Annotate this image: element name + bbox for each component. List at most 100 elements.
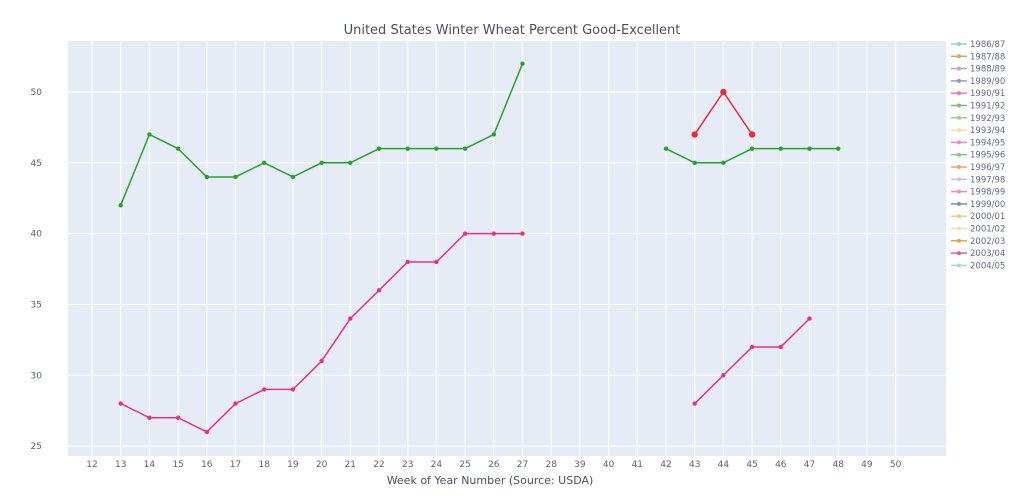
legend-item[interactable]: 1992/93 — [951, 114, 1005, 124]
x-tick-labels: 12 13 14 15 16 17 18 19 20 21 22 23 24 25 26 27 28 39 40 41… — [86, 460, 901, 470]
x-tick-label: 23 — [402, 460, 413, 470]
data-point[interactable] — [319, 160, 324, 166]
legend-item[interactable]: 1999/00 — [951, 200, 1005, 210]
plot-background — [68, 41, 946, 456]
x-tick-label: 40 — [603, 460, 615, 470]
data-point[interactable] — [778, 146, 783, 151]
data-point[interactable] — [520, 61, 525, 66]
legend-swatch-marker — [957, 189, 961, 194]
data-point[interactable] — [807, 316, 812, 321]
data-point[interactable] — [491, 231, 496, 236]
x-tick-label: 26 — [488, 460, 500, 470]
data-point[interactable] — [175, 146, 181, 151]
data-point[interactable] — [118, 203, 123, 208]
data-point[interactable] — [491, 132, 496, 137]
legend-swatch-marker — [957, 201, 961, 206]
legend-label: 1992/93 — [970, 114, 1005, 124]
data-point[interactable] — [721, 160, 726, 166]
legend-item[interactable]: 2001/02 — [951, 225, 1005, 235]
x-tick-label: 39 — [574, 460, 586, 470]
data-point[interactable] — [663, 146, 669, 151]
legend-swatch-marker — [957, 165, 961, 169]
x-tick-label: 21 — [345, 460, 356, 470]
x-tick-label: 17 — [230, 460, 241, 470]
legend-item[interactable]: 1986/87 — [951, 40, 1005, 50]
y-tick-label: 35 — [31, 300, 42, 310]
data-point[interactable] — [118, 401, 123, 406]
legend-item[interactable]: 1998/99 — [951, 188, 1005, 198]
legend-label: 1999/00 — [970, 200, 1005, 210]
data-point[interactable] — [749, 146, 755, 151]
series-1 — [118, 61, 841, 208]
legend-label: 1989/90 — [970, 77, 1005, 87]
data-point[interactable] — [233, 401, 238, 406]
legend-item[interactable]: 2000/01 — [951, 212, 1005, 222]
data-point[interactable] — [233, 174, 238, 180]
legend-label: 1991/92 — [970, 102, 1005, 112]
legend-item[interactable]: 1991/92 — [951, 102, 1005, 112]
data-point[interactable] — [691, 131, 698, 138]
legend-label: 2004/05 — [970, 261, 1005, 271]
x-axis-title: Week of Year Number (Source: USDA) — [387, 474, 594, 487]
legend-item[interactable]: 1989/90 — [951, 77, 1005, 87]
data-point[interactable] — [319, 358, 324, 364]
legend-item[interactable]: 1990/91 — [951, 89, 1005, 99]
data-point[interactable] — [376, 146, 382, 151]
data-point[interactable] — [836, 146, 841, 151]
data-point[interactable] — [462, 231, 468, 236]
data-point[interactable] — [434, 259, 439, 265]
data-point[interactable] — [807, 146, 812, 151]
legend-swatch-marker — [957, 128, 961, 133]
data-point[interactable] — [749, 344, 755, 350]
legend-item[interactable]: 1996/97 — [951, 163, 1005, 173]
data-point[interactable] — [405, 259, 410, 265]
legend-item[interactable]: 1987/88 — [951, 52, 1005, 62]
data-point[interactable] — [462, 146, 468, 151]
legend-item[interactable]: 2003/04 — [951, 249, 1005, 259]
legend-label: 1990/91 — [970, 89, 1005, 99]
series-2 — [118, 231, 812, 435]
data-point[interactable] — [348, 316, 353, 321]
data-point[interactable] — [721, 373, 726, 378]
legend-label: 2002/03 — [970, 237, 1005, 247]
legend-item[interactable]: 1995/96 — [951, 151, 1005, 161]
data-point[interactable] — [147, 132, 152, 137]
data-point[interactable] — [175, 415, 181, 420]
legend-label: 1997/98 — [970, 175, 1005, 185]
x-tick-label: 41 — [632, 460, 643, 470]
x-tick-label: 24 — [431, 460, 443, 470]
data-point[interactable] — [204, 174, 209, 180]
data-point[interactable] — [348, 160, 353, 166]
legend-swatch-marker — [957, 214, 961, 219]
legend-item[interactable]: 1997/98 — [951, 175, 1005, 185]
data-point[interactable] — [290, 387, 296, 392]
x-tick-label: 42 — [660, 460, 671, 470]
data-point[interactable] — [147, 415, 152, 420]
x-tick-label: 12 — [86, 460, 97, 470]
y-tick-label: 25 — [31, 442, 42, 452]
legend-item[interactable]: 2002/03 — [951, 237, 1005, 247]
data-point[interactable] — [376, 288, 382, 293]
data-point[interactable] — [692, 401, 697, 406]
data-point[interactable] — [434, 146, 439, 151]
legend[interactable]: 1986/87 1987/88 1988/89 1989/90 1990/91 1991/… — [951, 40, 1005, 271]
data-point[interactable] — [778, 344, 783, 350]
legend-item[interactable]: 1988/89 — [951, 65, 1005, 75]
data-point[interactable] — [720, 88, 727, 96]
x-tick-label: 18 — [258, 460, 270, 470]
legend-item[interactable]: 2004/05 — [951, 261, 1005, 271]
data-point[interactable] — [405, 146, 410, 151]
y-tick-label: 45 — [31, 159, 42, 169]
x-tick-label: 27 — [517, 460, 528, 470]
legend-label: 2003/04 — [970, 249, 1005, 259]
data-point[interactable] — [692, 160, 697, 166]
legend-item[interactable]: 1994/95 — [951, 138, 1005, 148]
data-point[interactable] — [262, 160, 267, 166]
data-point[interactable] — [204, 429, 209, 435]
legend-item[interactable]: 1993/94 — [951, 126, 1005, 136]
data-point[interactable] — [290, 174, 296, 180]
data-point[interactable] — [520, 231, 525, 236]
data-point[interactable] — [262, 387, 267, 392]
data-point[interactable] — [748, 131, 756, 138]
